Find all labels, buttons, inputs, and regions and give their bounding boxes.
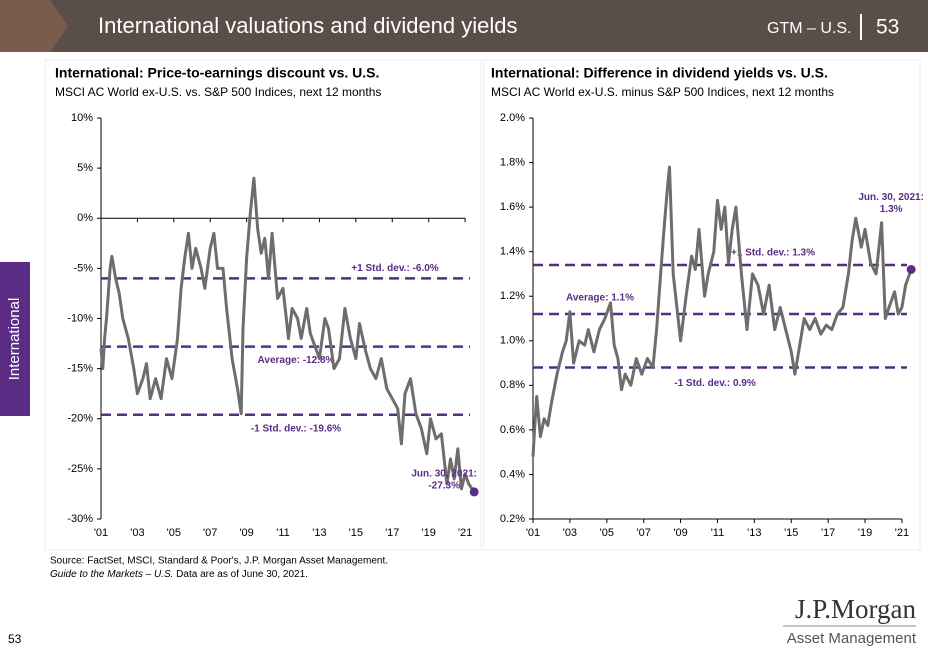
y-tick-label: 0.6%: [500, 424, 525, 436]
footnote-note: Guide to the Markets – U.S. Data are as …: [50, 569, 308, 580]
y-tick-label: -25%: [67, 463, 93, 475]
x-tick-label: '01: [526, 527, 540, 539]
x-tick-label: '13: [747, 527, 761, 539]
x-tick-label: '11: [276, 527, 290, 539]
x-tick-label: '17: [821, 527, 835, 539]
footnote-date: Data are as of June 30, 2021.: [173, 569, 308, 580]
y-tick-label: 1.2%: [500, 290, 525, 302]
x-tick-label: '15: [349, 527, 363, 539]
reference-label: +1 Std. dev.: 1.3%: [731, 248, 815, 259]
x-tick-label: '09: [239, 527, 253, 539]
chart-subtitle: MSCI AC World ex-U.S. vs. S&P 500 Indice…: [55, 85, 381, 99]
header-bar: [0, 0, 928, 52]
y-tick-label: 0.8%: [500, 379, 525, 391]
endpoint-label: Jun. 30, 2021:: [858, 192, 924, 203]
header-section: GTM – U.S.: [767, 20, 851, 37]
x-tick-label: '07: [637, 527, 651, 539]
y-tick-label: -5%: [73, 262, 93, 274]
header-page: 53: [876, 16, 899, 39]
x-tick-label: '13: [312, 527, 326, 539]
y-tick-label: 1.8%: [500, 156, 525, 168]
header-chevron: [0, 0, 68, 52]
logo-sub: Asset Management: [787, 630, 917, 647]
x-tick-label: '19: [858, 527, 872, 539]
footnote-guide: Guide to the Markets – U.S.: [50, 569, 173, 580]
y-tick-label: 0.4%: [500, 468, 525, 480]
chart-title: International: Difference in dividend yi…: [491, 65, 828, 81]
y-tick-label: -30%: [67, 513, 93, 525]
x-tick-label: '17: [385, 527, 399, 539]
y-tick-label: -20%: [67, 413, 93, 425]
reference-label: +1 Std. dev.: -6.0%: [351, 263, 438, 274]
reference-label: Average: -12.8%: [258, 355, 335, 366]
y-tick-label: 0%: [77, 212, 93, 224]
x-tick-label: '11: [711, 527, 725, 539]
reference-label: Average: 1.1%: [566, 293, 634, 304]
chart-subtitle: MSCI AC World ex-U.S. minus S&P 500 Indi…: [491, 85, 834, 99]
x-tick-label: '21: [895, 527, 909, 539]
y-tick-label: 1.6%: [500, 201, 525, 213]
data-line: [531, 165, 913, 457]
endpoint-marker: [469, 487, 479, 497]
y-tick-label: 2.0%: [500, 112, 525, 124]
page-number: 53: [8, 632, 22, 646]
y-tick-label: 0.2%: [500, 513, 525, 525]
reference-label: -1 Std. dev.: -19.6%: [251, 423, 342, 434]
panel-frame: [483, 59, 921, 551]
x-tick-label: '19: [421, 527, 435, 539]
x-tick-label: '09: [673, 527, 687, 539]
footnote-source: Source: FactSet, MSCI, Standard & Poor's…: [50, 556, 388, 567]
y-tick-label: 10%: [71, 112, 93, 124]
y-tick-label: 1.0%: [500, 335, 525, 347]
x-tick-label: '15: [784, 527, 798, 539]
panel-frame: [44, 59, 482, 551]
sidebar-label: International: [6, 298, 23, 381]
endpoint-label: -27.3%: [428, 481, 460, 492]
x-tick-label: '05: [167, 527, 181, 539]
x-tick-label: '03: [563, 527, 577, 539]
logo-brand: J.P.Morgan: [795, 594, 917, 624]
data-line: [99, 176, 476, 493]
x-tick-label: '01: [94, 527, 108, 539]
sidebar-tab: [0, 262, 30, 416]
endpoint-label: Jun. 30, 2021:: [411, 469, 477, 480]
y-tick-label: -15%: [67, 363, 93, 375]
y-tick-label: 5%: [77, 162, 93, 174]
x-tick-label: '07: [203, 527, 217, 539]
x-tick-label: '21: [458, 527, 472, 539]
endpoint-label: 1.3%: [880, 204, 903, 215]
endpoint-marker: [906, 264, 916, 274]
x-tick-label: '03: [130, 527, 144, 539]
y-tick-label: -10%: [67, 312, 93, 324]
chart-title: International: Price-to-earnings discoun…: [55, 65, 379, 81]
header-title: International valuations and dividend yi…: [98, 13, 518, 38]
x-tick-label: '05: [600, 527, 614, 539]
reference-label: -1 Std. dev.: 0.9%: [674, 378, 756, 389]
y-tick-label: 1.4%: [500, 246, 525, 258]
